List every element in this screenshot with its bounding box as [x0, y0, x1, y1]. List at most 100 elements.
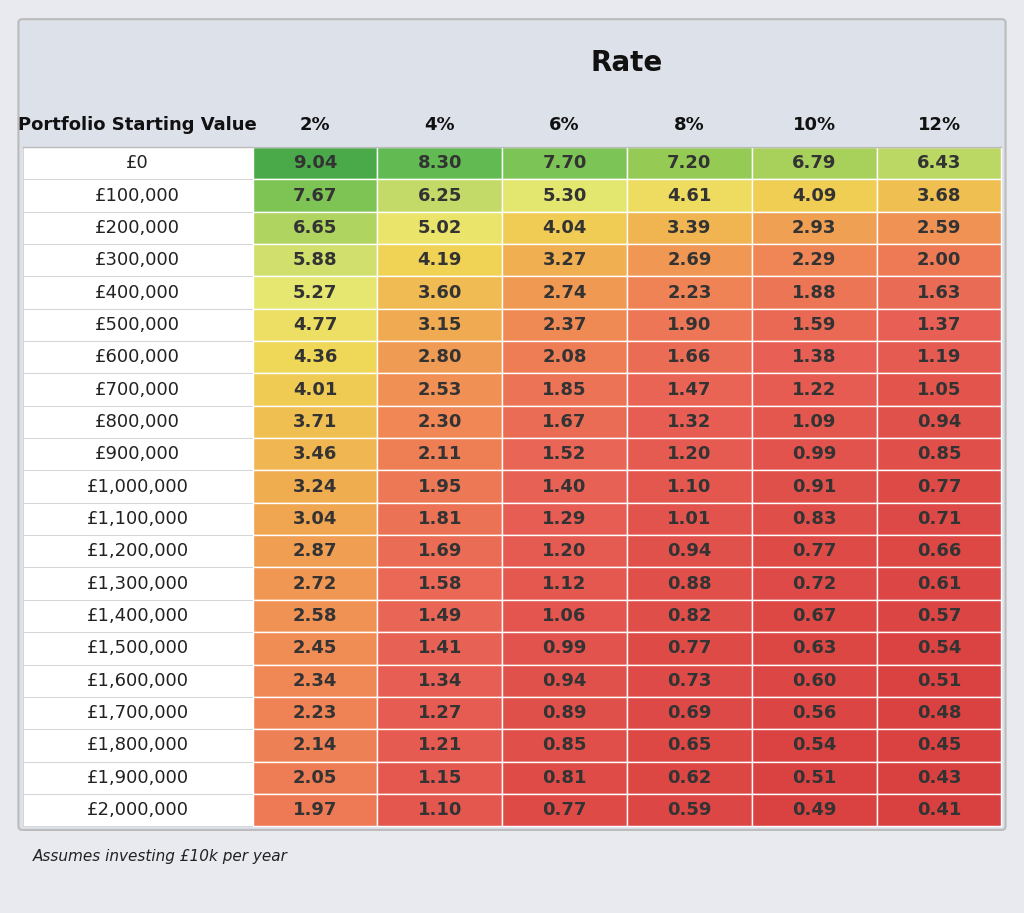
Text: 0.56: 0.56 — [792, 704, 837, 722]
Text: 3.04: 3.04 — [293, 510, 337, 528]
Text: 6%: 6% — [549, 116, 580, 134]
Text: 10%: 10% — [793, 116, 836, 134]
Text: 1.47: 1.47 — [668, 381, 712, 399]
Text: 9.04: 9.04 — [293, 154, 337, 173]
Text: 5.02: 5.02 — [418, 219, 462, 236]
Text: Assumes investing £10k per year: Assumes investing £10k per year — [33, 849, 288, 864]
Text: 0.82: 0.82 — [668, 607, 712, 625]
Text: £1,500,000: £1,500,000 — [86, 639, 188, 657]
Text: 0.85: 0.85 — [543, 737, 587, 754]
Text: 1.10: 1.10 — [418, 801, 462, 819]
Text: 2.14: 2.14 — [293, 737, 337, 754]
Text: £700,000: £700,000 — [95, 381, 180, 399]
Text: 1.12: 1.12 — [543, 574, 587, 593]
Text: 3.68: 3.68 — [916, 186, 962, 205]
Text: 1.40: 1.40 — [543, 477, 587, 496]
Text: Portfolio Starting Value: Portfolio Starting Value — [18, 116, 257, 134]
Text: 1.21: 1.21 — [418, 737, 462, 754]
Text: £1,600,000: £1,600,000 — [87, 672, 188, 689]
Text: 1.29: 1.29 — [543, 510, 587, 528]
Text: 0.77: 0.77 — [916, 477, 962, 496]
Text: 4.01: 4.01 — [293, 381, 337, 399]
Text: Rate: Rate — [591, 49, 664, 77]
Text: £1,300,000: £1,300,000 — [86, 574, 188, 593]
Text: 1.20: 1.20 — [543, 542, 587, 561]
Text: 3.46: 3.46 — [293, 446, 337, 463]
Text: 0.59: 0.59 — [668, 801, 712, 819]
Text: 0.77: 0.77 — [543, 801, 587, 819]
Text: 3.27: 3.27 — [543, 251, 587, 269]
Text: £500,000: £500,000 — [95, 316, 180, 334]
Text: 4.04: 4.04 — [543, 219, 587, 236]
Text: 4.61: 4.61 — [668, 186, 712, 205]
Text: 4.19: 4.19 — [418, 251, 462, 269]
Text: £1,900,000: £1,900,000 — [86, 769, 188, 787]
Text: 0.69: 0.69 — [668, 704, 712, 722]
Text: 0.94: 0.94 — [668, 542, 712, 561]
Text: 0.91: 0.91 — [792, 477, 837, 496]
Text: 2.87: 2.87 — [293, 542, 337, 561]
Text: 0.43: 0.43 — [916, 769, 962, 787]
Text: 2.58: 2.58 — [293, 607, 337, 625]
Text: 2.11: 2.11 — [418, 446, 462, 463]
Text: 5.27: 5.27 — [293, 284, 337, 301]
Text: 6.79: 6.79 — [792, 154, 837, 173]
Text: 7.67: 7.67 — [293, 186, 337, 205]
Text: £2,000,000: £2,000,000 — [87, 801, 188, 819]
Text: 1.38: 1.38 — [792, 348, 837, 366]
Text: £400,000: £400,000 — [95, 284, 180, 301]
Text: 1.37: 1.37 — [916, 316, 962, 334]
Text: 1.66: 1.66 — [668, 348, 712, 366]
Text: 6.43: 6.43 — [916, 154, 962, 173]
Text: 0.99: 0.99 — [543, 639, 587, 657]
Text: 0.72: 0.72 — [792, 574, 837, 593]
Text: 0.41: 0.41 — [916, 801, 962, 819]
Text: 2.29: 2.29 — [792, 251, 837, 269]
Text: 0.89: 0.89 — [543, 704, 587, 722]
Text: 0.57: 0.57 — [916, 607, 962, 625]
Text: 8.30: 8.30 — [418, 154, 462, 173]
Text: £1,200,000: £1,200,000 — [86, 542, 188, 561]
Text: 0.63: 0.63 — [792, 639, 837, 657]
Text: 4%: 4% — [425, 116, 455, 134]
Text: 3.39: 3.39 — [668, 219, 712, 236]
Text: 0.73: 0.73 — [668, 672, 712, 689]
Text: £100,000: £100,000 — [95, 186, 180, 205]
Text: £1,000,000: £1,000,000 — [87, 477, 188, 496]
Text: 1.19: 1.19 — [916, 348, 962, 366]
Text: 0.94: 0.94 — [916, 413, 962, 431]
Text: 0.77: 0.77 — [792, 542, 837, 561]
Text: 2.30: 2.30 — [418, 413, 462, 431]
Text: 0.51: 0.51 — [792, 769, 837, 787]
Text: 1.27: 1.27 — [418, 704, 462, 722]
Text: 1.59: 1.59 — [792, 316, 837, 334]
Text: £300,000: £300,000 — [95, 251, 180, 269]
Text: 5.88: 5.88 — [293, 251, 337, 269]
Text: £1,700,000: £1,700,000 — [86, 704, 188, 722]
Text: 1.32: 1.32 — [668, 413, 712, 431]
Text: 2.45: 2.45 — [293, 639, 337, 657]
Text: 1.58: 1.58 — [418, 574, 462, 593]
Text: 2.59: 2.59 — [916, 219, 962, 236]
Text: 2.08: 2.08 — [543, 348, 587, 366]
Text: 1.90: 1.90 — [668, 316, 712, 334]
Text: 2.53: 2.53 — [418, 381, 462, 399]
Text: 1.63: 1.63 — [916, 284, 962, 301]
Text: 0.61: 0.61 — [916, 574, 962, 593]
Text: 1.69: 1.69 — [418, 542, 462, 561]
Text: 0.65: 0.65 — [668, 737, 712, 754]
Text: 0.54: 0.54 — [916, 639, 962, 657]
Text: 5.30: 5.30 — [543, 186, 587, 205]
Text: 2.23: 2.23 — [668, 284, 712, 301]
Text: 3.15: 3.15 — [418, 316, 462, 334]
Text: 0.88: 0.88 — [667, 574, 712, 593]
Text: 1.15: 1.15 — [418, 769, 462, 787]
Text: 1.88: 1.88 — [792, 284, 837, 301]
Text: 7.20: 7.20 — [668, 154, 712, 173]
Text: £900,000: £900,000 — [95, 446, 180, 463]
Text: 1.49: 1.49 — [418, 607, 462, 625]
Text: 3.24: 3.24 — [293, 477, 337, 496]
Text: 0.94: 0.94 — [543, 672, 587, 689]
Text: 1.97: 1.97 — [293, 801, 337, 819]
Text: 3.60: 3.60 — [418, 284, 462, 301]
